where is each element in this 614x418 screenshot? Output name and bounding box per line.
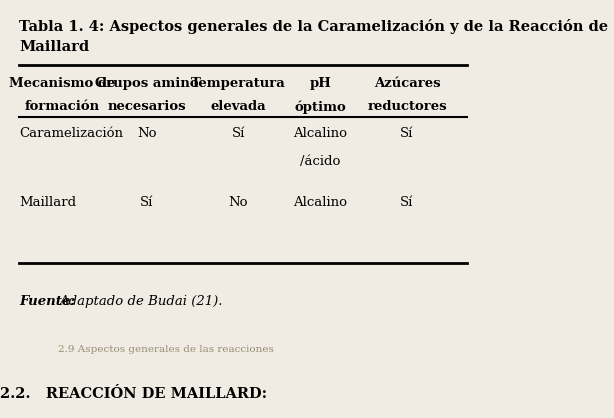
- Text: No: No: [137, 127, 157, 140]
- Text: elevada: elevada: [211, 100, 266, 113]
- Text: óptimo: óptimo: [295, 100, 346, 114]
- Text: 2.2.   REACCIÓN DE MAILLARD:: 2.2. REACCIÓN DE MAILLARD:: [0, 387, 267, 400]
- Text: Sí: Sí: [231, 127, 245, 140]
- Text: Caramelización: Caramelización: [19, 127, 123, 140]
- Text: pH: pH: [309, 77, 332, 90]
- Text: formación: formación: [25, 100, 100, 113]
- Text: Sí: Sí: [400, 127, 414, 140]
- Text: Alcalino: Alcalino: [293, 127, 348, 140]
- Text: Maillard: Maillard: [19, 40, 90, 54]
- Text: Grupos amino: Grupos amino: [95, 77, 199, 90]
- Text: Azúcares: Azúcares: [374, 77, 440, 90]
- Text: Sí: Sí: [140, 196, 154, 209]
- Text: Adaptado de Budai (21).: Adaptado de Budai (21).: [59, 295, 223, 308]
- Text: Alcalino: Alcalino: [293, 196, 348, 209]
- Text: Mecanismo de: Mecanismo de: [9, 77, 116, 90]
- Text: Maillard: Maillard: [19, 196, 76, 209]
- Text: Tabla 1. 4: Aspectos generales de la Caramelización y de la Reacción de: Tabla 1. 4: Aspectos generales de la Car…: [19, 19, 608, 34]
- Text: Fuente:: Fuente:: [19, 295, 80, 308]
- Text: Temperatura: Temperatura: [191, 77, 286, 90]
- Text: /ácido: /ácido: [300, 155, 341, 168]
- Text: Sí: Sí: [400, 196, 414, 209]
- Text: necesarios: necesarios: [107, 100, 186, 113]
- Text: reductores: reductores: [367, 100, 447, 113]
- Text: 2.9 Aspectos generales de las reacciones: 2.9 Aspectos generales de las reacciones: [58, 345, 274, 354]
- Text: No: No: [228, 196, 248, 209]
